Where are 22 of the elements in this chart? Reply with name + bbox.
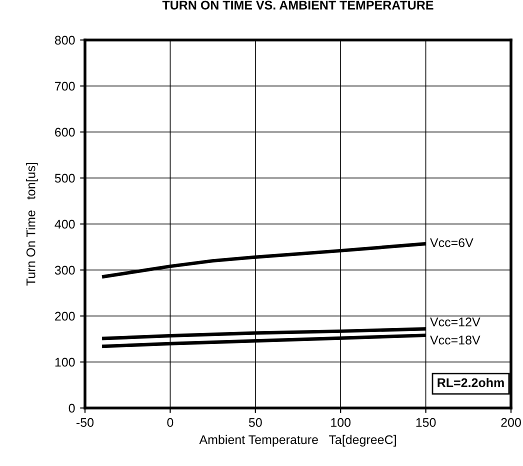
y-axis-title: Turn On Time ton[us] [26, 162, 38, 286]
x-axis-title: Ambient Temperature Ta[degreeC] [199, 434, 396, 447]
y-tick-label: 300 [54, 266, 75, 275]
y-tick-label: 200 [55, 312, 75, 321]
x-tick-label: 150 [416, 418, 436, 427]
y-tick-label: 500 [54, 174, 75, 183]
y-tick-label: 700 [55, 82, 75, 91]
series-label: Vcc=12V [430, 318, 480, 326]
annotation: RL=2.2ohm [438, 378, 504, 388]
x-tick-label: 100 [331, 418, 351, 427]
x-tick-label: 50 [248, 418, 262, 427]
series-label: Vcc=6V [430, 238, 474, 248]
chart-title: TURN ON TIME VS. AMBIENT TEMPERATURE [162, 0, 434, 10]
x-tick-label: -50 [76, 418, 94, 427]
x-tick-label: 0 [167, 418, 174, 427]
y-tick-label: 100 [55, 358, 75, 367]
y-tick-label: 600 [55, 128, 75, 137]
x-tick-label: 200 [501, 418, 521, 427]
y-tick-label: 0 [68, 404, 75, 413]
series-label: Vcc=18V [430, 336, 480, 344]
y-tick-label: 800 [54, 36, 75, 45]
y-tick-label: 400 [54, 220, 75, 229]
